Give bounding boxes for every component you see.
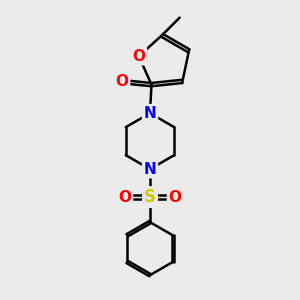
Text: O: O xyxy=(116,74,128,89)
Text: S: S xyxy=(144,188,156,206)
Text: O: O xyxy=(169,190,182,205)
Text: N: N xyxy=(144,106,156,121)
Text: N: N xyxy=(144,162,156,177)
Text: O: O xyxy=(132,49,145,64)
Text: O: O xyxy=(118,190,131,205)
